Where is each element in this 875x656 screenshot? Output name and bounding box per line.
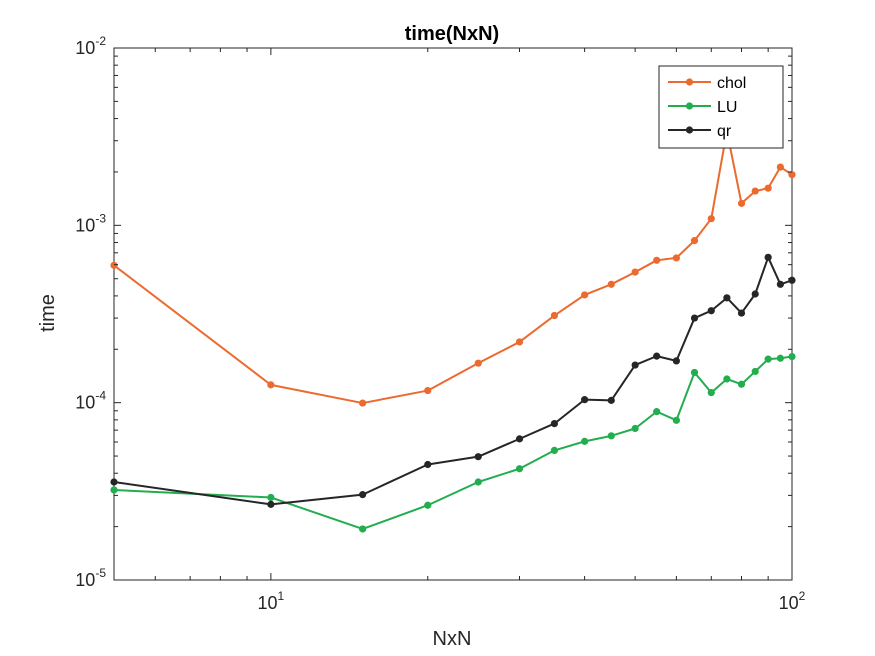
y-tick-label: 10-3 [75,211,106,235]
y-tick-label: 10-2 [75,34,106,58]
data-point-chol [267,381,275,389]
data-point-LU [764,355,772,363]
legend-label: chol [717,75,746,92]
data-point-qr [751,290,759,298]
y-tick-label: 10-5 [75,566,106,590]
data-point-chol [607,280,615,288]
data-point-qr [424,460,432,469]
data-point-qr [359,491,367,499]
data-point-LU [737,380,746,388]
data-point-qr [707,307,715,315]
legend: chol LU qr [658,65,784,149]
axis-ticks: 101 102 10-5 10-4 10-3 10-2 [75,34,805,613]
data-point-LU [631,424,639,433]
legend-item-chol: chol [668,75,746,92]
data-point-qr [550,419,559,428]
data-point-chol [550,311,559,320]
data-point-qr [788,276,796,284]
data-point-qr [653,352,661,360]
data-point-LU [776,354,784,362]
data-point-LU [267,493,275,502]
series-LU [110,352,796,533]
series-layer [110,127,796,533]
data-point-qr [690,314,699,322]
data-point-LU [607,432,615,440]
data-point-qr [607,396,615,404]
data-point-LU [690,368,699,377]
data-point-qr [723,294,731,302]
data-point-qr [672,357,680,365]
data-point-chol [776,163,784,171]
data-point-LU [581,437,589,445]
legend-label: LU [717,99,737,116]
data-point-qr [764,253,772,261]
data-point-LU [672,416,680,424]
data-point-chol [515,338,524,346]
y-axis-label: time [37,294,59,332]
x-axis-label: NxN [433,628,472,650]
x-tick-label: 101 [258,589,285,613]
legend-label: qr [717,123,732,140]
data-point-qr [267,500,275,508]
legend-swatch-marker [685,102,694,110]
data-point-LU [515,465,524,473]
series-line-qr [113,256,793,506]
y-tick-label: 10-4 [75,389,106,413]
data-point-chol [581,291,589,299]
data-point-chol [707,215,715,223]
x-tick-label: 102 [779,589,806,613]
data-point-chol [474,359,482,367]
data-point-chol [690,237,699,245]
data-point-chol [110,261,118,269]
data-point-chol [631,268,639,276]
data-point-LU [550,446,559,455]
legend-item-LU: LU [668,99,737,116]
data-point-LU [110,486,118,494]
data-point-qr [631,361,639,369]
legend-swatch-marker [685,126,694,134]
data-point-qr [474,453,482,461]
data-point-LU [474,478,482,486]
data-point-chol [737,199,746,207]
data-point-LU [707,388,715,397]
data-point-qr [515,435,524,443]
data-point-qr [776,280,784,288]
data-point-chol [751,187,759,195]
data-point-chol [424,386,432,395]
data-point-chol [672,254,680,262]
data-point-LU [751,367,759,376]
data-point-chol [788,171,796,179]
data-point-chol [359,399,367,407]
data-point-chol [653,256,661,264]
chart-title: time(NxN) [405,23,499,45]
data-point-LU [359,525,367,533]
data-point-qr [737,309,746,317]
data-point-qr [581,396,589,404]
series-qr [110,253,796,508]
series-chol [110,127,796,407]
legend-item-qr: qr [668,123,732,140]
data-point-LU [653,408,661,416]
data-point-qr [110,478,118,486]
legend-swatch-marker [685,78,694,86]
data-point-chol [764,184,772,192]
data-point-LU [723,375,731,383]
data-point-LU [424,501,432,509]
data-point-LU [788,352,796,361]
